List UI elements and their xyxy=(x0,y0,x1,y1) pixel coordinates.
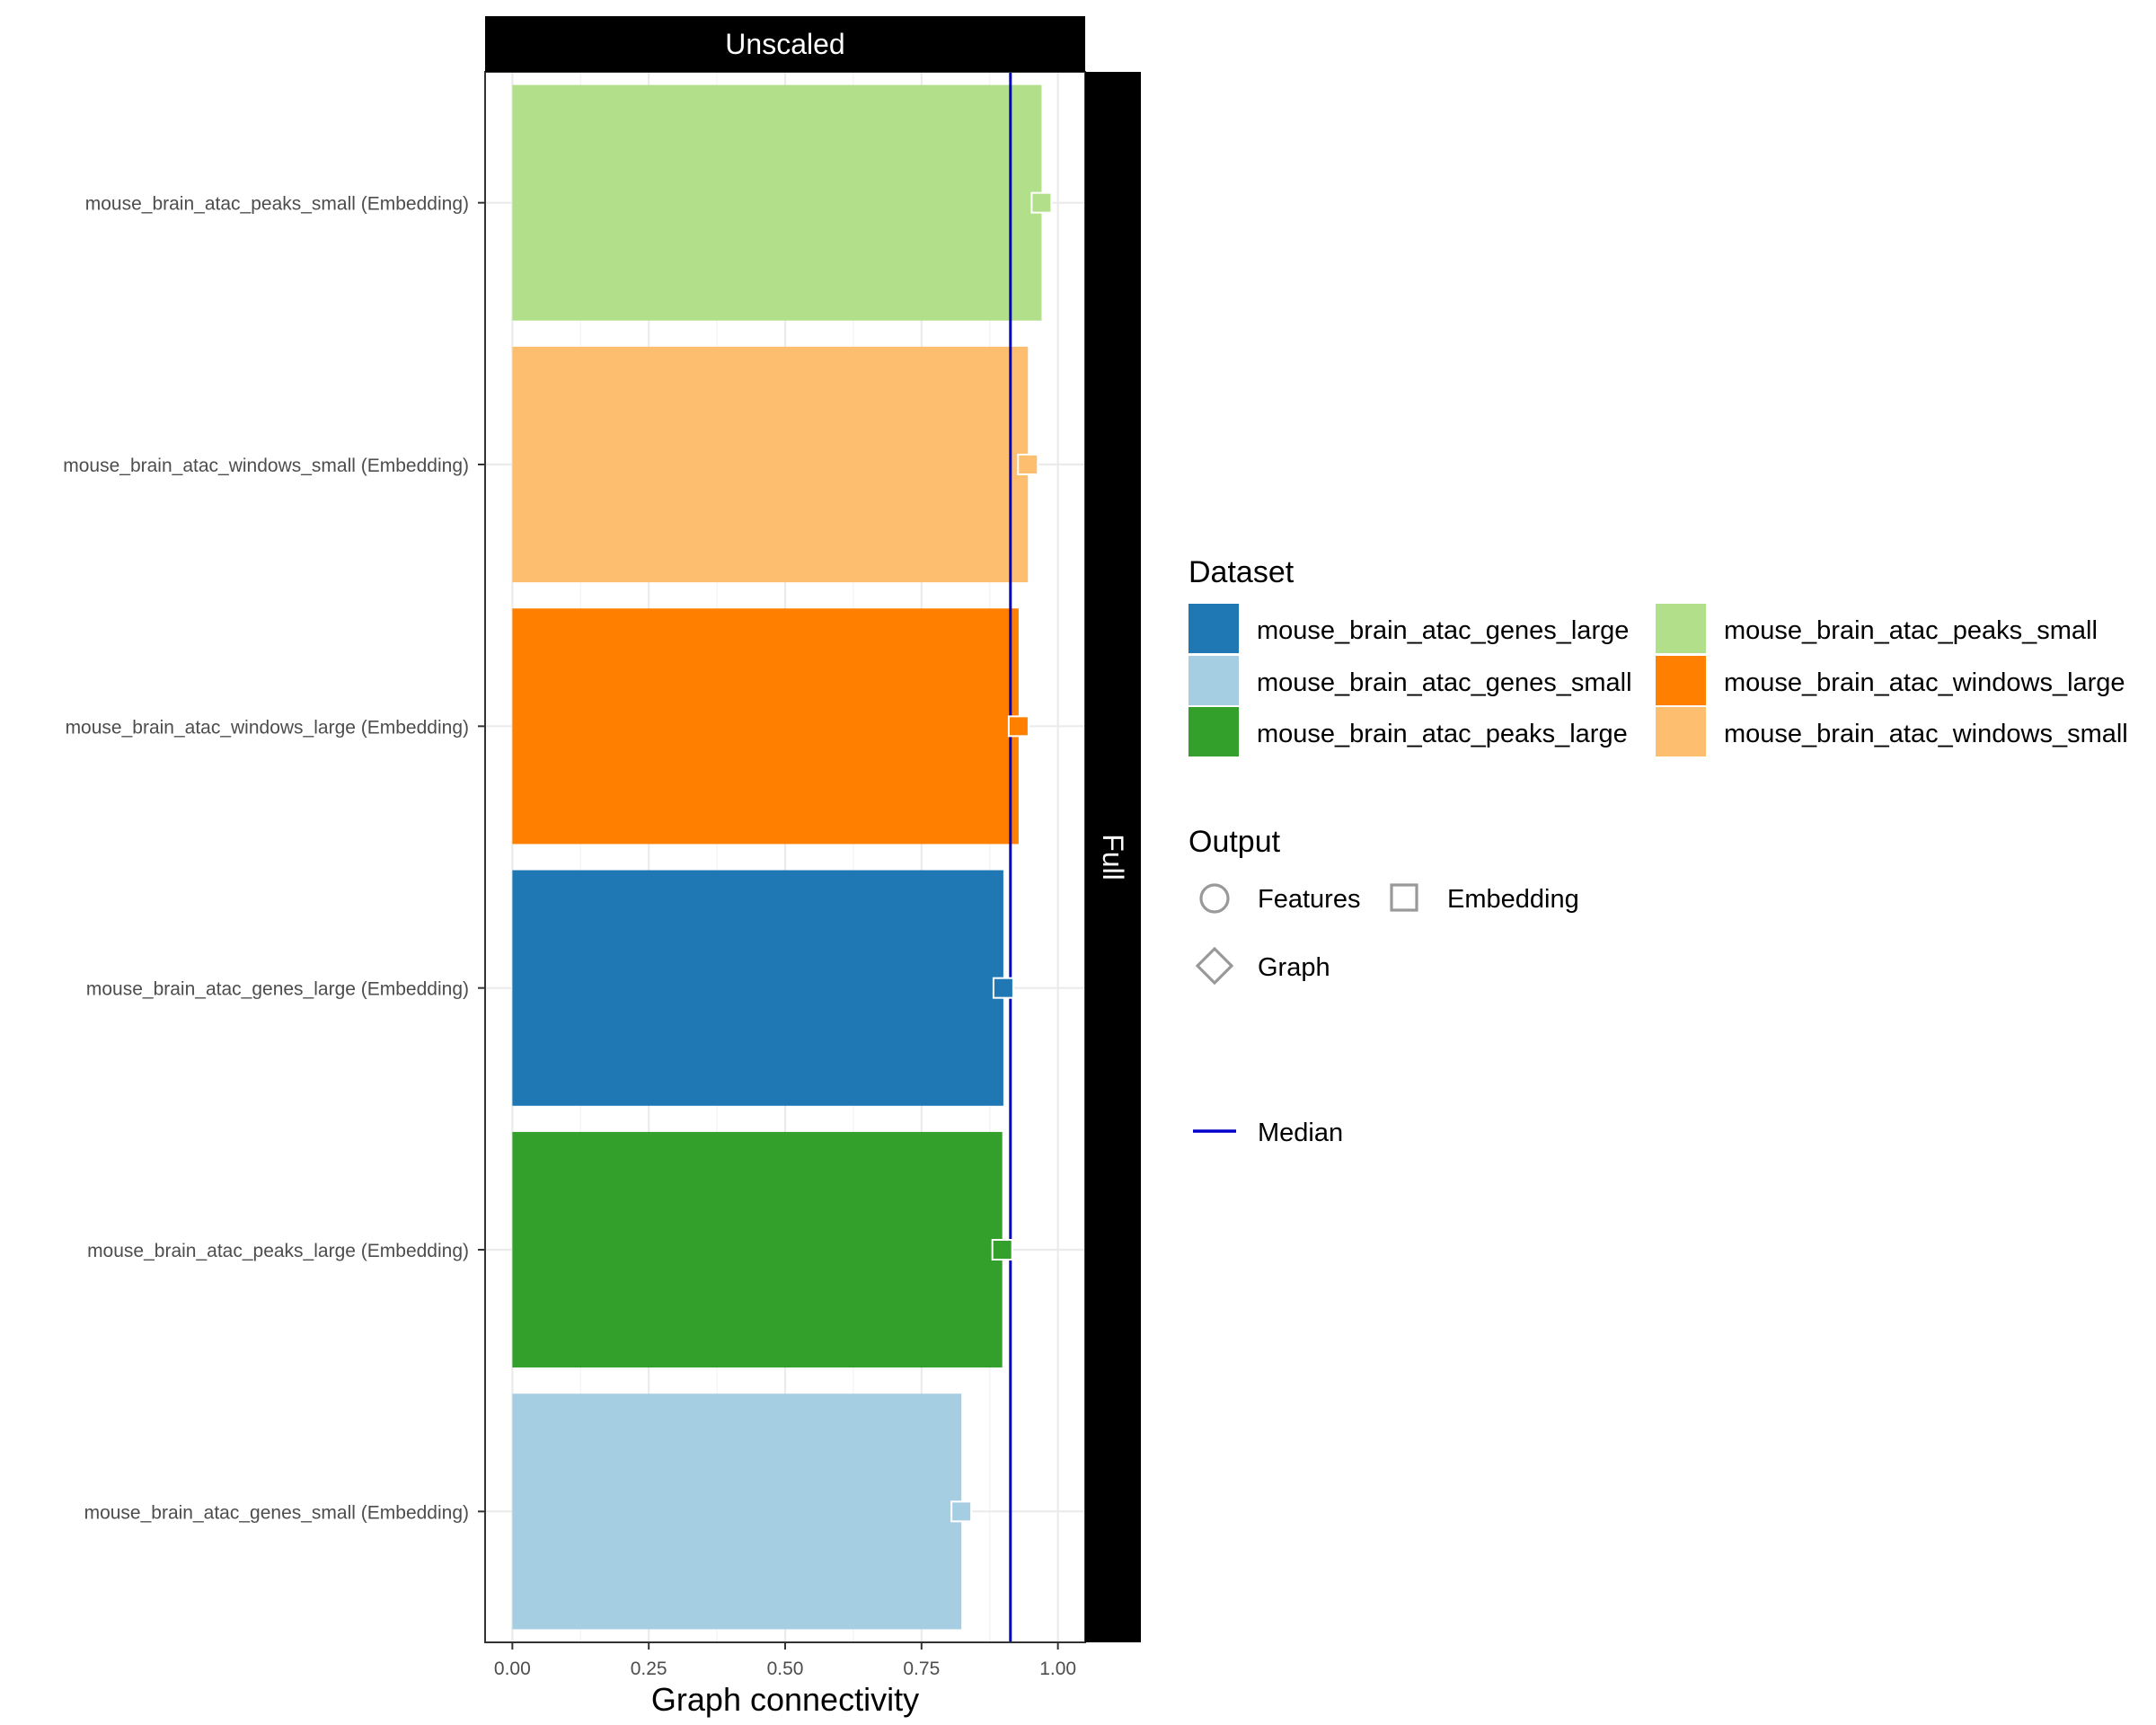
legend-dataset-item: mouse_brain_atac_peaks_large xyxy=(1188,707,1628,756)
square-icon xyxy=(1390,883,1418,912)
legend-dataset-item: mouse_brain_atac_genes_large xyxy=(1188,604,1629,653)
point-square-icon xyxy=(992,977,1014,999)
legend-swatch xyxy=(1656,604,1706,653)
legend-dataset-item: mouse_brain_atac_genes_small xyxy=(1188,656,1632,705)
x-tick-label: 0.75 xyxy=(903,1659,940,1679)
y-tick-label: mouse_brain_atac_windows_small (Embeddin… xyxy=(63,456,469,476)
bar xyxy=(512,1393,962,1630)
legend-output-features: Features xyxy=(1199,883,1360,914)
bar xyxy=(512,84,1042,321)
strip-right-label: Full xyxy=(1097,834,1129,880)
legend-dataset-label: mouse_brain_atac_windows_small xyxy=(1724,720,2128,748)
facet-strip-right: Full xyxy=(1085,72,1141,1642)
legend-output-embedding: Embedding xyxy=(1390,883,1579,914)
point-square-icon xyxy=(950,1500,973,1523)
x-axis-title: Graph connectivity xyxy=(651,1681,919,1718)
x-tick-label: 0.25 xyxy=(631,1659,667,1679)
bar xyxy=(512,870,1003,1106)
legend-dataset-item: mouse_brain_atac_peaks_small xyxy=(1656,604,2098,653)
legend: Dataset mouse_brain_atac_genes_largemous… xyxy=(1188,555,2128,1147)
legend-dataset-entries: mouse_brain_atac_genes_large mouse_brain_… xyxy=(1188,604,2128,756)
x-tick-label: 1.00 xyxy=(1039,1659,1076,1679)
legend-output-graph: Graph xyxy=(1195,946,1330,986)
y-tick-label: mouse_brain_atac_genes_large (Embedding) xyxy=(86,979,469,1000)
x-tick-label: 0.00 xyxy=(494,1659,531,1679)
legend-swatch xyxy=(1656,656,1706,705)
legend-dataset-item: mouse_brain_atac_windows_large xyxy=(1656,656,2125,705)
point-square-icon xyxy=(1007,715,1029,738)
legend-swatch xyxy=(1656,707,1706,756)
x-tick-label: 0.50 xyxy=(767,1659,804,1679)
legend-median: Median xyxy=(1193,1119,1343,1147)
legend-output-label: Graph xyxy=(1258,953,1330,982)
strip-top-label: Unscaled xyxy=(725,28,844,60)
legend-dataset-label: mouse_brain_atac_genes_large xyxy=(1257,616,1629,645)
legend-output-title: Output xyxy=(1188,825,1281,859)
diamond-icon xyxy=(1195,946,1234,986)
legend-dataset-label: mouse_brain_atac_genes_small xyxy=(1257,668,1632,697)
y-tick-label: mouse_brain_atac_genes_small (Embedding) xyxy=(84,1502,469,1523)
bar xyxy=(512,1131,1003,1368)
legend-output-label: Features xyxy=(1258,885,1360,914)
legend-median-label: Median xyxy=(1258,1119,1343,1147)
strip-top-background xyxy=(485,16,1085,72)
circle-icon xyxy=(1199,883,1230,914)
strip-right-background xyxy=(1085,72,1141,1642)
axes: 0.00 0.25 0.50 0.75 1.00 mouse_brain_atac_pea… xyxy=(63,71,1086,1679)
y-tick-label: mouse_brain_atac_peaks_small (Embedding) xyxy=(85,194,469,215)
facet-strip-top: Unscaled xyxy=(485,16,1085,72)
bar xyxy=(512,346,1029,583)
legend-dataset-item: mouse_brain_atac_windows_small xyxy=(1656,707,2128,756)
bars xyxy=(512,84,1042,1630)
point-square-icon xyxy=(991,1239,1013,1261)
point-square-icon xyxy=(1017,454,1039,475)
legend-swatch xyxy=(1188,604,1239,653)
y-tick-label: mouse_brain_atac_windows_large (Embeddin… xyxy=(66,717,469,738)
legend-swatch xyxy=(1188,656,1239,705)
y-tick-label: mouse_brain_atac_peaks_large (Embedding) xyxy=(87,1241,469,1261)
points xyxy=(950,191,1053,1523)
legend-dataset-label: mouse_brain_atac_peaks_small xyxy=(1724,616,2098,645)
legend-dataset-label: mouse_brain_atac_windows_large xyxy=(1724,668,2125,697)
legend-dataset-title: Dataset xyxy=(1188,555,1294,589)
legend-dataset-label: mouse_brain_atac_peaks_large xyxy=(1257,720,1628,748)
legend-swatch xyxy=(1188,707,1239,756)
legend-output-label: Embedding xyxy=(1447,885,1579,914)
bar xyxy=(512,608,1019,845)
point-square-icon xyxy=(1030,191,1053,214)
